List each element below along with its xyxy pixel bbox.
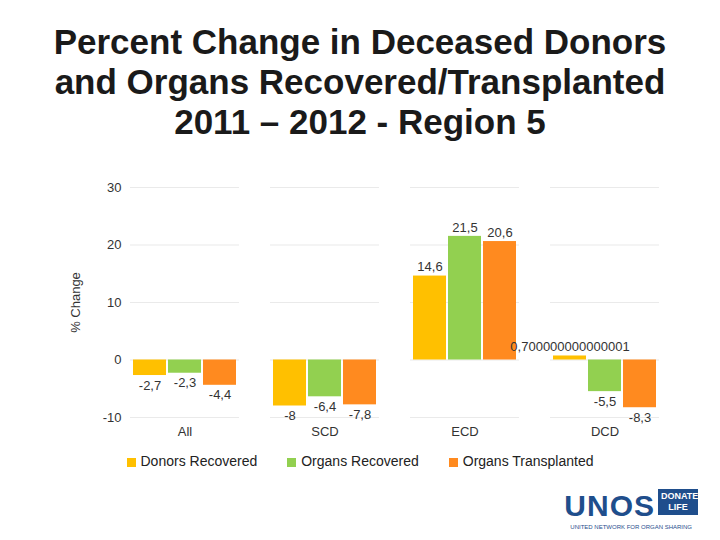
svg-text:-2,3: -2,3	[174, 375, 196, 390]
html-text:Organs Recovered: Organs Recovered	[301, 453, 419, 469]
html-text:Percent Change in Deceased Don: Percent Change in Deceased Donors and Or…	[53, 22, 667, 141]
html-text:UNITED NETWORK FOR ORGAN SHARI: UNITED NETWORK FOR ORGAN SHARING	[570, 524, 692, 530]
svg-text:-5,5: -5,5	[594, 394, 616, 409]
html-text:UNOS: UNOS	[564, 489, 655, 522]
svg-text:0,700000000000001: 0,700000000000001	[510, 339, 629, 354]
svg-text:10: 10	[107, 295, 121, 310]
svg-text:0: 0	[114, 352, 121, 367]
svg-text:-6,4: -6,4	[314, 399, 336, 414]
html-text:Organs Transplanted: Organs Transplanted	[462, 453, 594, 469]
svg-text:ECD: ECD	[451, 424, 478, 439]
svg-text:-10: -10	[103, 410, 122, 425]
svg-text:20,6: 20,6	[487, 225, 512, 240]
svg-text:-2,7: -2,7	[139, 378, 161, 393]
svg-text:% Change: % Change	[68, 272, 83, 333]
html-text:Donors Recovered: Donors Recovered	[140, 453, 258, 469]
svg-text:30: 30	[107, 180, 121, 195]
svg-text:21,5: 21,5	[452, 220, 477, 235]
html-text:DONATE LIFE: DONATE LIFE	[661, 491, 699, 512]
svg-text:-8,3: -8,3	[629, 410, 651, 425]
svg-text:-8: -8	[284, 408, 296, 423]
svg-text:14,6: 14,6	[417, 259, 442, 274]
svg-text:SCD: SCD	[311, 424, 338, 439]
svg-text:DCD: DCD	[591, 424, 619, 439]
svg-text:20: 20	[107, 237, 121, 252]
svg-text:-7,8: -7,8	[349, 407, 371, 422]
svg-text:All: All	[178, 424, 193, 439]
svg-text:-4,4: -4,4	[209, 387, 231, 402]
